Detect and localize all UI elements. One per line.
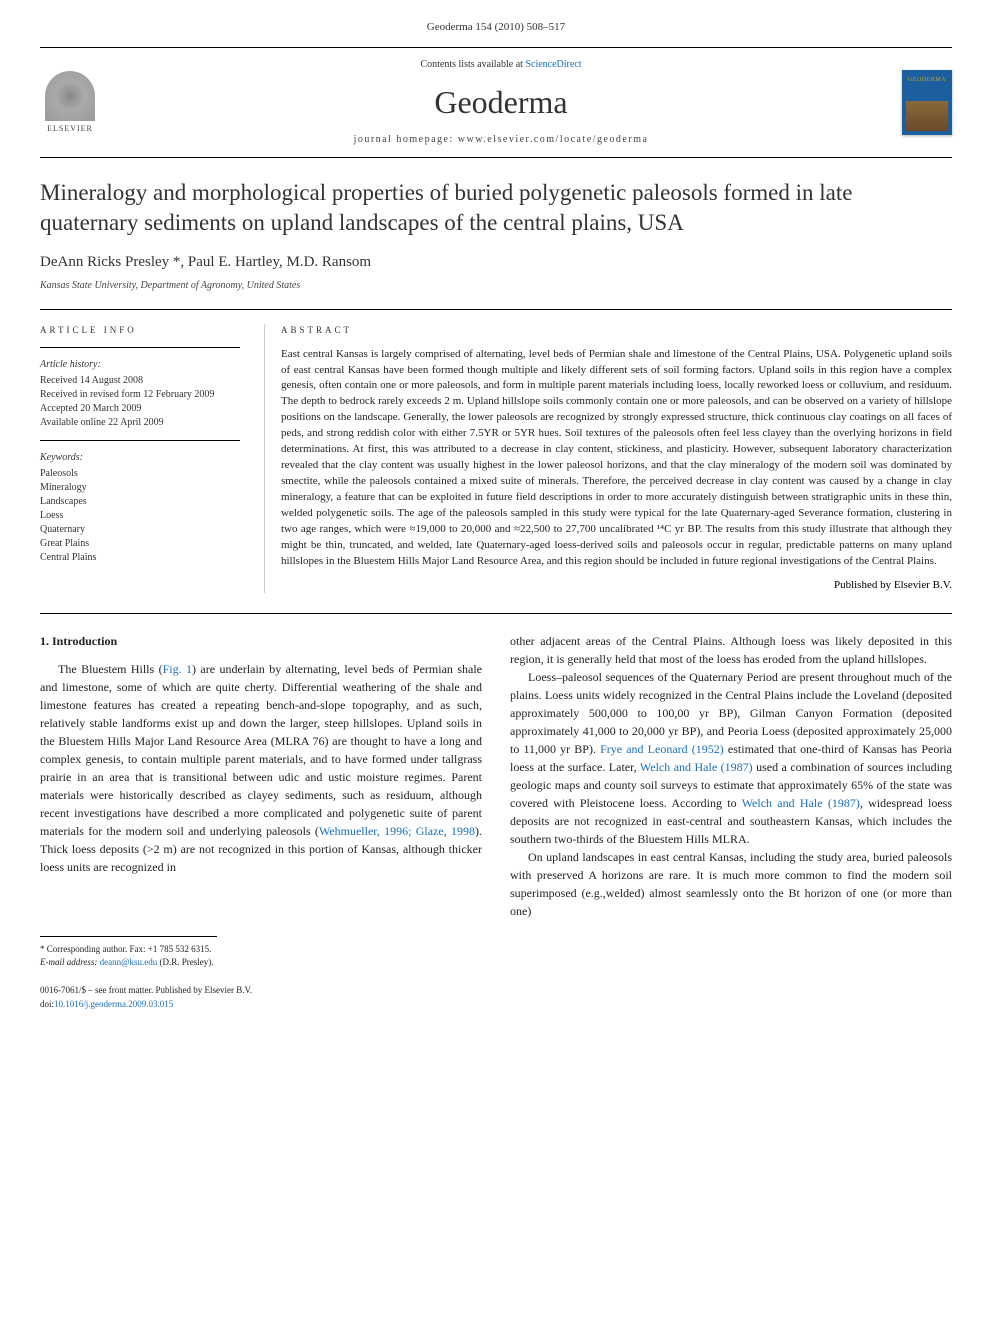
journal-center: Contents lists available at ScienceDirec… (100, 58, 902, 147)
body-paragraph: other adjacent areas of the Central Plai… (510, 632, 952, 668)
keyword: Quaternary (40, 523, 240, 537)
email-suffix: (D.R. Presley). (159, 957, 213, 967)
body-paragraph: The Bluestem Hills (Fig. 1) are underlai… (40, 660, 482, 876)
keyword: Mineralogy (40, 481, 240, 495)
body-paragraph: Loess–paleosol sequences of the Quaterna… (510, 668, 952, 848)
journal-cover-thumbnail: GEODERMA (902, 70, 952, 135)
doi-link[interactable]: 10.1016/j.geoderma.2009.03.015 (54, 999, 173, 1009)
citation-link[interactable]: Welch and Hale (1987) (742, 796, 860, 810)
info-divider (40, 440, 240, 441)
sciencedirect-link[interactable]: ScienceDirect (525, 59, 581, 70)
affiliation: Kansas State University, Department of A… (40, 279, 952, 293)
section-heading: 1. Introduction (40, 632, 482, 650)
journal-name: Geoderma (100, 80, 902, 125)
contents-line: Contents lists available at ScienceDirec… (100, 58, 902, 72)
abstract-col: ABSTRACT East central Kansas is largely … (264, 324, 952, 593)
contents-prefix: Contents lists available at (420, 59, 525, 70)
body-separator (40, 613, 952, 614)
history-accepted: Accepted 20 March 2009 (40, 402, 240, 416)
homepage-line: journal homepage: www.elsevier.com/locat… (100, 133, 902, 147)
homepage-prefix: journal homepage: (354, 134, 458, 145)
info-divider (40, 347, 240, 348)
figure-link[interactable]: Fig. 1 (163, 662, 192, 676)
homepage-url: www.elsevier.com/locate/geoderma (458, 134, 649, 145)
citation-link[interactable]: Welch and Hale (1987) (640, 760, 753, 774)
info-abstract-row: ARTICLE INFO Article history: Received 1… (40, 309, 952, 593)
abstract-publisher: Published by Elsevier B.V. (281, 578, 952, 593)
article-info-heading: ARTICLE INFO (40, 324, 240, 337)
journal-banner: ELSEVIER Contents lists available at Sci… (40, 47, 952, 158)
running-header: Geoderma 154 (2010) 508–517 (40, 20, 952, 35)
abstract-heading: ABSTRACT (281, 324, 952, 337)
keyword: Landscapes (40, 495, 240, 509)
keyword: Central Plains (40, 551, 240, 565)
keyword: Loess (40, 509, 240, 523)
body-columns: 1. Introduction The Bluestem Hills (Fig.… (40, 632, 952, 1011)
history-revised: Received in revised form 12 February 200… (40, 388, 240, 402)
doi-line: doi:10.1016/j.geoderma.2009.03.015 (40, 998, 482, 1012)
article-title: Mineralogy and morphological properties … (40, 178, 952, 238)
footnote-email-line: E-mail address: deann@ksu.edu (D.R. Pres… (40, 956, 482, 969)
history-received: Received 14 August 2008 (40, 374, 240, 388)
authors-line: DeAnn Ricks Presley *, Paul E. Hartley, … (40, 252, 952, 273)
email-label: E-mail address: (40, 957, 97, 967)
keyword: Paleosols (40, 467, 240, 481)
elsevier-label: ELSEVIER (47, 123, 93, 134)
keywords-label: Keywords: (40, 451, 240, 465)
keyword: Great Plains (40, 537, 240, 551)
corresponding-author-footnote: * Corresponding author. Fax: +1 785 532 … (40, 943, 482, 968)
citation-link[interactable]: Frye and Leonard (1952) (600, 742, 724, 756)
body-col-right: other adjacent areas of the Central Plai… (510, 632, 952, 1011)
footnote-fax: * Corresponding author. Fax: +1 785 532 … (40, 943, 482, 956)
body-col-left: 1. Introduction The Bluestem Hills (Fig.… (40, 632, 482, 1011)
body-paragraph: On upland landscapes in east central Kan… (510, 848, 952, 920)
doi-prefix: doi: (40, 999, 54, 1009)
journal-cover-image (906, 101, 948, 131)
copyright-line: 0016-7061/$ – see front matter. Publishe… (40, 984, 482, 998)
abstract-text: East central Kansas is largely comprised… (281, 347, 952, 570)
citation-link[interactable]: Wehmueller, 1996; Glaze, 1998 (319, 824, 475, 838)
footer-block: 0016-7061/$ – see front matter. Publishe… (40, 984, 482, 1011)
footnote-separator (40, 936, 217, 937)
journal-cover-title: GEODERMA (902, 70, 952, 84)
article-info-col: ARTICLE INFO Article history: Received 1… (40, 324, 240, 593)
email-link[interactable]: deann@ksu.edu (100, 957, 158, 967)
history-label: Article history: (40, 358, 240, 372)
elsevier-tree-icon (45, 71, 95, 121)
elsevier-logo: ELSEVIER (40, 68, 100, 138)
history-online: Available online 22 April 2009 (40, 416, 240, 430)
